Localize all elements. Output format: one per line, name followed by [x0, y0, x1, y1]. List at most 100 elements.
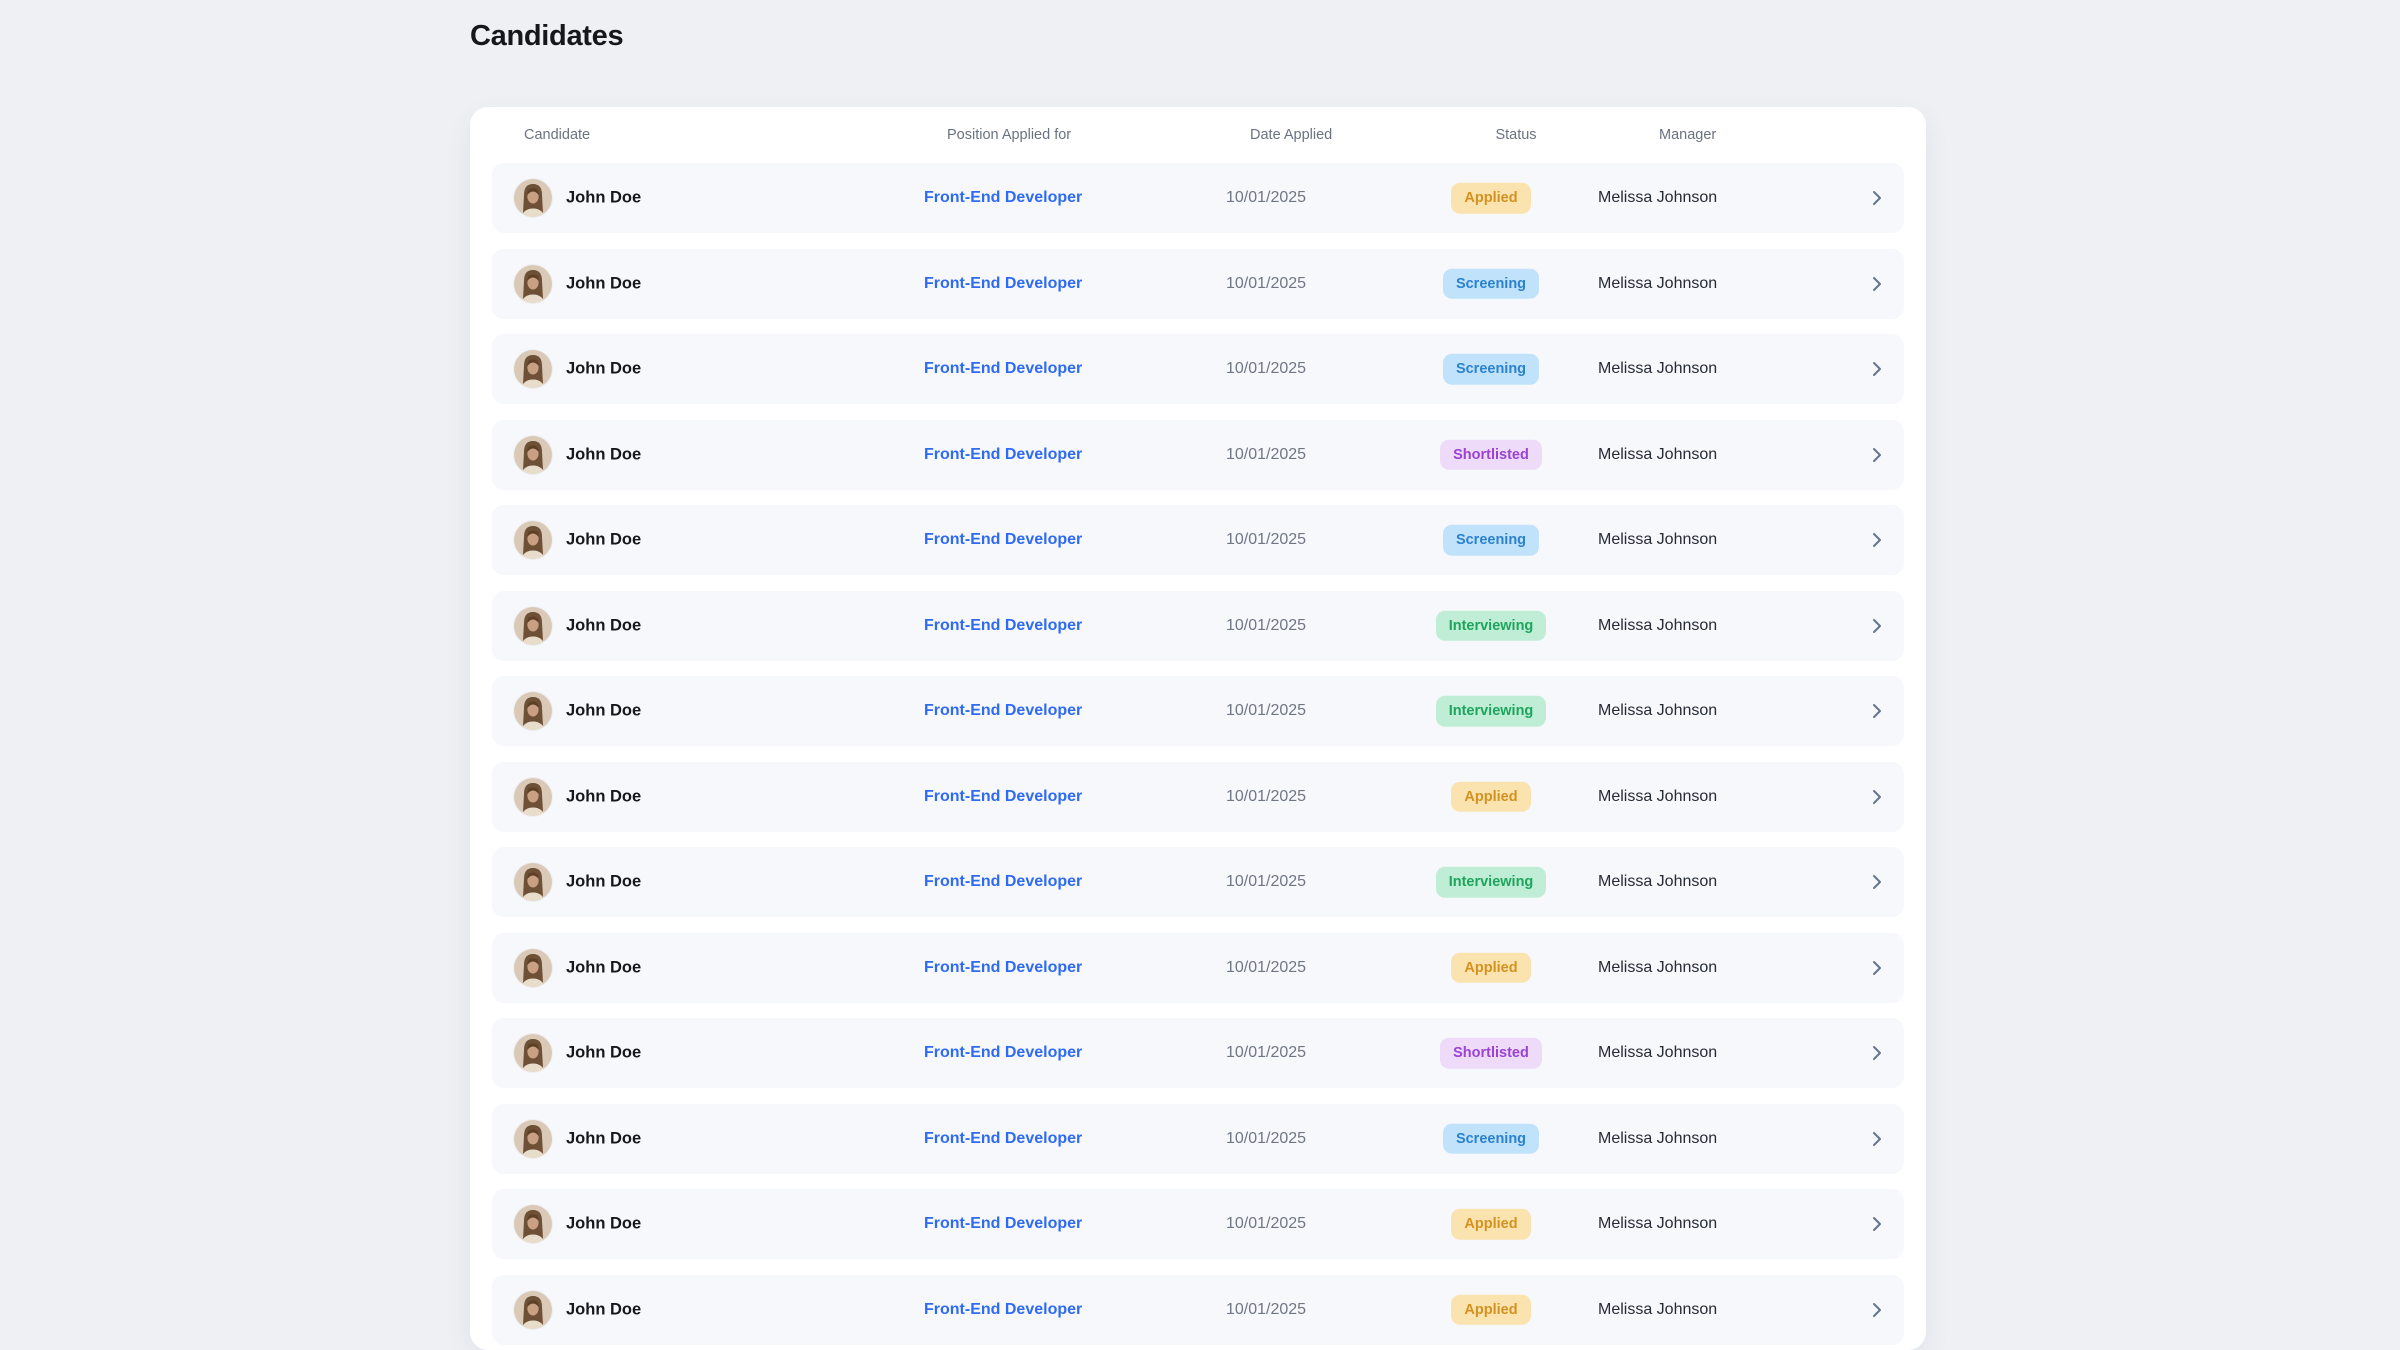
candidate-row[interactable]: John Doe Front-End Developer 10/01/2025 … — [492, 1189, 1904, 1259]
manager-name: Melissa Johnson — [1598, 274, 1718, 292]
chevron-right-icon[interactable] — [1872, 1302, 1882, 1318]
candidate-name: John Doe — [566, 1300, 642, 1318]
position-link[interactable]: Front-End Developer — [924, 1215, 1083, 1232]
candidate-row[interactable]: John Doe Front-End Developer 10/01/2025 … — [492, 1274, 1904, 1345]
candidate-avatar — [514, 606, 552, 645]
candidate-name: John Doe — [566, 616, 642, 634]
date-applied: 10/01/2025 — [1226, 1215, 1307, 1232]
manager-name: Melissa Johnson — [1598, 616, 1718, 634]
manager-name: Melissa Johnson — [1598, 360, 1718, 377]
status-cell: Screening — [1421, 268, 1561, 299]
chevron-right-icon[interactable] — [1872, 276, 1882, 292]
chevron-right-icon[interactable] — [1872, 789, 1882, 805]
person-portrait-icon — [514, 179, 552, 217]
status-cell: Interviewing — [1421, 866, 1561, 898]
candidate-row[interactable]: John Doe Front-End Developer 10/01/2025 … — [492, 419, 1904, 490]
chevron-right-icon[interactable] — [1872, 618, 1882, 634]
chevron-right-icon[interactable] — [1872, 532, 1882, 548]
status-badge: Interviewing — [1435, 610, 1547, 641]
chevron-right-icon[interactable] — [1872, 190, 1882, 206]
position-link[interactable]: Front-End Developer — [924, 702, 1083, 719]
candidate-avatar — [514, 264, 552, 303]
candidates-table-card: Candidate Position Applied for Date Appl… — [470, 107, 1926, 1350]
position-link[interactable]: Front-End Developer — [924, 1044, 1083, 1061]
candidate-avatar — [514, 777, 552, 816]
chevron-right-icon[interactable] — [1872, 1216, 1882, 1232]
candidate-name: John Doe — [566, 188, 642, 207]
column-header-candidate: Candidate — [524, 127, 591, 143]
candidate-row[interactable]: John Doe Front-End Developer 10/01/2025 … — [492, 334, 1904, 404]
chevron-right-icon[interactable] — [1872, 1131, 1882, 1147]
status-badge: Applied — [1451, 1208, 1531, 1240]
status-badge: Screening — [1442, 353, 1540, 385]
chevron-right-icon[interactable] — [1872, 874, 1882, 890]
person-portrait-icon — [514, 606, 552, 645]
position-link[interactable]: Front-End Developer — [924, 531, 1083, 548]
chevron-right-icon[interactable] — [1872, 1045, 1882, 1061]
person-portrait-icon — [514, 350, 552, 388]
candidate-row[interactable]: John Doe Front-End Developer 10/01/2025 … — [492, 1103, 1904, 1174]
person-portrait-icon — [514, 1034, 552, 1072]
candidate-row[interactable]: John Doe Front-End Developer 10/01/2025 … — [492, 761, 1904, 832]
candidate-row[interactable]: John Doe Front-End Developer 10/01/2025 … — [492, 248, 1904, 319]
status-cell: Screening — [1421, 524, 1561, 556]
status-badge: Shortlisted — [1440, 1037, 1542, 1069]
candidate-name: John Doe — [566, 274, 642, 292]
candidate-row[interactable]: John Doe Front-End Developer 10/01/2025 … — [492, 505, 1904, 575]
candidate-name: John Doe — [566, 872, 642, 891]
person-portrait-icon — [514, 777, 552, 816]
chevron-right-icon[interactable] — [1872, 703, 1882, 719]
position-link[interactable]: Front-End Developer — [924, 873, 1083, 890]
person-portrait-icon — [514, 521, 552, 559]
person-portrait-icon — [514, 1119, 552, 1158]
person-portrait-icon — [514, 863, 552, 901]
date-applied: 10/01/2025 — [1226, 360, 1307, 377]
candidate-row[interactable]: John Doe Front-End Developer 10/01/2025 … — [492, 932, 1904, 1003]
date-applied: 10/01/2025 — [1226, 1129, 1307, 1147]
position-link[interactable]: Front-End Developer — [924, 189, 1083, 206]
manager-name: Melissa Johnson — [1598, 787, 1718, 805]
manager-name: Melissa Johnson — [1598, 1215, 1718, 1232]
date-applied: 10/01/2025 — [1226, 787, 1307, 805]
chevron-right-icon[interactable] — [1872, 960, 1882, 976]
date-applied: 10/01/2025 — [1226, 531, 1307, 548]
position-link[interactable]: Front-End Developer — [924, 958, 1083, 976]
date-applied: 10/01/2025 — [1226, 1044, 1307, 1061]
candidate-avatar — [514, 435, 552, 474]
date-applied: 10/01/2025 — [1226, 274, 1307, 292]
manager-name: Melissa Johnson — [1598, 1044, 1718, 1061]
candidate-name: John Doe — [566, 1043, 642, 1062]
person-portrait-icon — [514, 948, 552, 987]
candidate-row[interactable]: John Doe Front-End Developer 10/01/2025 … — [492, 676, 1904, 746]
status-cell: Applied — [1421, 1294, 1561, 1325]
candidate-name: John Doe — [566, 701, 642, 720]
person-portrait-icon — [514, 1205, 552, 1243]
chevron-right-icon[interactable] — [1872, 447, 1882, 463]
status-cell: Applied — [1421, 781, 1561, 812]
candidate-avatar — [514, 1119, 552, 1158]
candidate-name: John Doe — [566, 1129, 642, 1147]
position-link[interactable]: Front-End Developer — [924, 360, 1083, 377]
chevron-right-icon[interactable] — [1872, 361, 1882, 377]
position-link[interactable]: Front-End Developer — [924, 616, 1083, 634]
candidate-avatar — [514, 948, 552, 987]
position-link[interactable]: Front-End Developer — [924, 787, 1083, 805]
table-body: John Doe Front-End Developer 10/01/2025 … — [492, 163, 1904, 1345]
status-badge: Applied — [1451, 1294, 1531, 1325]
position-link[interactable]: Front-End Developer — [924, 1300, 1083, 1318]
position-link[interactable]: Front-End Developer — [924, 1129, 1083, 1147]
manager-name: Melissa Johnson — [1598, 1300, 1718, 1318]
status-cell: Screening — [1421, 1123, 1561, 1154]
candidate-avatar — [514, 692, 552, 730]
position-link[interactable]: Front-End Developer — [924, 274, 1083, 292]
candidate-row[interactable]: John Doe Front-End Developer 10/01/2025 … — [492, 163, 1904, 233]
column-header-position: Position Applied for — [947, 127, 1072, 143]
candidate-row[interactable]: John Doe Front-End Developer 10/01/2025 … — [492, 1018, 1904, 1088]
date-applied: 10/01/2025 — [1226, 189, 1307, 206]
candidate-row[interactable]: John Doe Front-End Developer 10/01/2025 … — [492, 590, 1904, 661]
candidate-name: John Doe — [566, 530, 642, 549]
candidate-row[interactable]: John Doe Front-End Developer 10/01/2025 … — [492, 847, 1904, 917]
date-applied: 10/01/2025 — [1226, 445, 1307, 463]
person-portrait-icon — [514, 435, 552, 474]
position-link[interactable]: Front-End Developer — [924, 445, 1083, 463]
